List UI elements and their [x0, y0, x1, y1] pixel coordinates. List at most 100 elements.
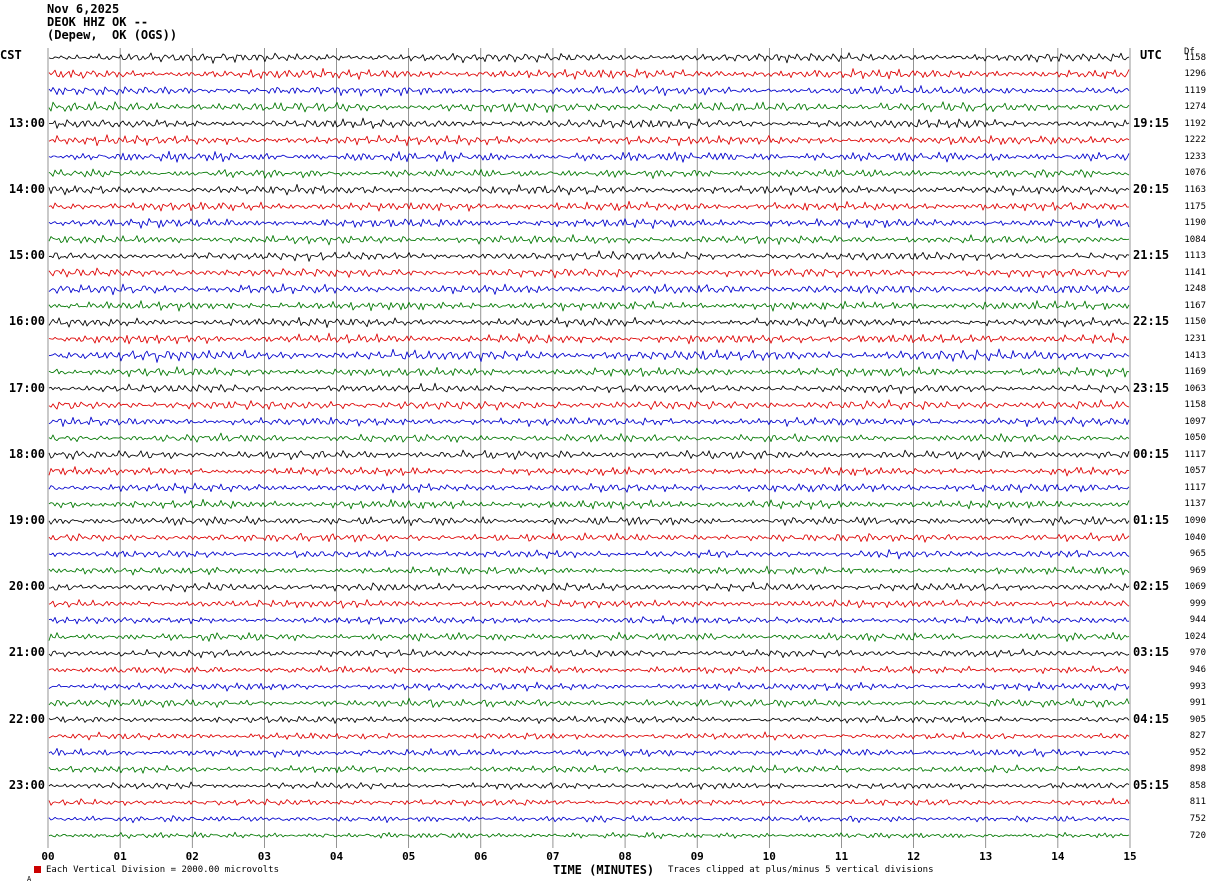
- seismic-trace: [48, 665, 1130, 675]
- seismic-trace: [48, 85, 1130, 97]
- x-axis-tick-label: 14: [1051, 850, 1065, 863]
- seismic-trace: [48, 648, 1130, 659]
- amplitude-value: 1024: [1184, 631, 1206, 642]
- seismic-trace: [48, 631, 1130, 642]
- seismic-trace: [48, 615, 1129, 625]
- amplitude-value: 1190: [1184, 218, 1206, 228]
- seismic-trace: [48, 316, 1130, 328]
- seismic-trace: [48, 366, 1130, 378]
- corner-mark: A: [27, 875, 32, 883]
- seismic-trace: [48, 549, 1130, 560]
- seismic-trace: [48, 348, 1130, 363]
- utc-hour-label: 02:15: [1133, 579, 1170, 594]
- cst-hour-label: 13:00: [8, 115, 45, 130]
- header-date: Nov 6,2025: [47, 2, 120, 16]
- scale-note: Each Vertical Division = 2000.00 microvo…: [46, 865, 279, 875]
- seismic-trace: [48, 831, 1130, 840]
- amplitude-value: 1158: [1184, 52, 1206, 63]
- header-station: DEOK HHZ OK --: [47, 15, 149, 29]
- seismic-trace: [48, 681, 1130, 692]
- x-axis-tick-label: 05: [402, 850, 416, 863]
- utc-hour-label: 04:15: [1133, 711, 1170, 726]
- utc-hour-label: 22:15: [1133, 314, 1170, 329]
- x-axis-tick-label: 06: [474, 850, 488, 863]
- seismic-trace: [48, 52, 1130, 64]
- amplitude-value: 827: [1189, 731, 1206, 742]
- seismic-trace: [48, 168, 1130, 179]
- x-axis-tick-label: 11: [834, 850, 849, 863]
- amplitude-value: 1090: [1184, 516, 1206, 526]
- seismic-trace: [48, 731, 1130, 741]
- seismic-trace: [48, 101, 1130, 113]
- amplitude-value: 1192: [1184, 118, 1206, 129]
- amplitude-column-header: Df: [1184, 47, 1195, 57]
- seismic-trace: [48, 565, 1130, 576]
- amplitude-value: 965: [1189, 549, 1206, 560]
- seismic-trace: [48, 382, 1130, 395]
- cst-hour-label: 17:00: [8, 380, 45, 395]
- x-axis-tick-label: 15: [1123, 850, 1137, 863]
- seismic-trace: [48, 283, 1130, 296]
- x-axis-tick-label: 09: [690, 850, 704, 863]
- seismic-trace: [48, 781, 1130, 790]
- amplitude-value: 898: [1189, 764, 1206, 775]
- seismic-trace: [48, 218, 1130, 229]
- seismic-trace: [48, 581, 1130, 593]
- cst-hour-label: 23:00: [8, 777, 45, 792]
- amplitude-value: 1163: [1184, 184, 1206, 195]
- amplitude-value: 811: [1189, 797, 1206, 808]
- amplitude-value: 1097: [1184, 416, 1206, 427]
- amplitude-value: 905: [1189, 714, 1206, 725]
- x-axis-tick-label: 13: [979, 850, 993, 863]
- amplitude-value: 1119: [1184, 85, 1206, 96]
- seismic-trace: [48, 267, 1130, 279]
- utc-hour-label: 20:15: [1133, 181, 1170, 196]
- amplitude-value: 944: [1189, 615, 1206, 626]
- amplitude-value: 1040: [1184, 532, 1206, 543]
- seismic-trace: [48, 532, 1130, 543]
- cst-hour-label: 21:00: [8, 645, 45, 660]
- amplitude-value: 993: [1189, 681, 1206, 692]
- utc-hour-label: 03:15: [1133, 645, 1170, 660]
- right-timezone-label: UTC: [1140, 48, 1162, 62]
- seismic-trace: [48, 449, 1130, 461]
- seismic-trace: [48, 599, 1130, 609]
- amplitude-value: 1069: [1184, 582, 1206, 593]
- x-axis-tick-label: 02: [185, 850, 199, 863]
- seismic-trace: [48, 183, 1130, 196]
- clip-note: Traces clipped at plus/minus 5 vertical …: [668, 865, 934, 875]
- x-axis-tick-label: 10: [762, 850, 776, 863]
- amplitude-value: 1169: [1184, 367, 1206, 377]
- seismic-trace: [48, 300, 1130, 312]
- amplitude-value: 1167: [1184, 300, 1206, 311]
- utc-hour-label: 23:15: [1133, 380, 1170, 395]
- seismic-trace: [48, 117, 1130, 129]
- seismic-trace: [48, 466, 1130, 477]
- cst-hour-label: 15:00: [8, 248, 45, 263]
- seismic-trace: [48, 416, 1130, 428]
- amplitude-value: 1117: [1184, 449, 1206, 460]
- utc-hour-label: 19:15: [1133, 115, 1170, 130]
- cst-hour-label: 20:00: [8, 579, 45, 594]
- amplitude-value: 1158: [1184, 400, 1206, 411]
- cst-hour-label: 19:00: [8, 513, 45, 527]
- utc-hour-label: 00:15: [1133, 446, 1170, 461]
- amplitude-value: 1141: [1184, 267, 1206, 278]
- amplitude-value: 1231: [1184, 333, 1206, 344]
- amplitude-value: 1413: [1184, 350, 1206, 361]
- x-axis-tick-label: 07: [546, 850, 560, 863]
- amplitude-value: 1057: [1184, 466, 1206, 477]
- utc-hour-label: 05:15: [1133, 777, 1170, 792]
- cst-hour-label: 18:00: [8, 446, 45, 461]
- seismic-trace: [48, 399, 1130, 411]
- cst-hour-label: 14:00: [8, 181, 45, 196]
- amplitude-value: 1063: [1184, 383, 1206, 394]
- scale-legend-square: [34, 866, 41, 873]
- amplitude-value: 970: [1189, 648, 1206, 659]
- amplitude-value: 991: [1189, 698, 1206, 709]
- amplitude-value: 1113: [1184, 251, 1206, 262]
- x-axis-tick-label: 00: [41, 850, 55, 863]
- seismic-trace: [48, 200, 1130, 212]
- amplitude-value: 1175: [1184, 201, 1206, 212]
